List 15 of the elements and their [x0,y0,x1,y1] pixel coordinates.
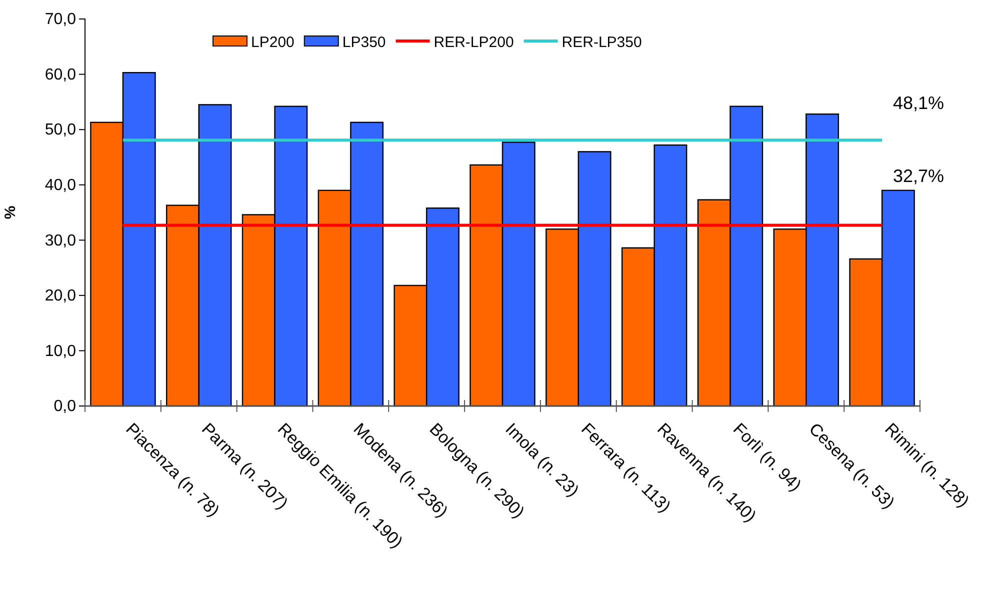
legend-label: LP200 [251,34,294,51]
y-tick-label: 30,0 [44,232,76,250]
annotation: 32,7% [893,166,944,186]
y-tick-label: 10,0 [44,342,76,360]
y-tick-label: 40,0 [44,176,76,194]
legend-label: LP350 [342,34,386,51]
annotation: 48,1% [893,93,944,113]
y-tick-label: 50,0 [44,122,76,139]
legend-label: RER-LP350 [562,34,642,51]
legend-label: RER-LP200 [434,34,514,51]
y-tick-label: 20,0 [44,288,76,305]
y-tick-label: 60,0 [44,66,76,84]
y-axis-title: % [2,206,19,220]
y-tick-label: 0,0 [54,398,76,416]
y-tick-label: 70,0 [44,11,76,28]
